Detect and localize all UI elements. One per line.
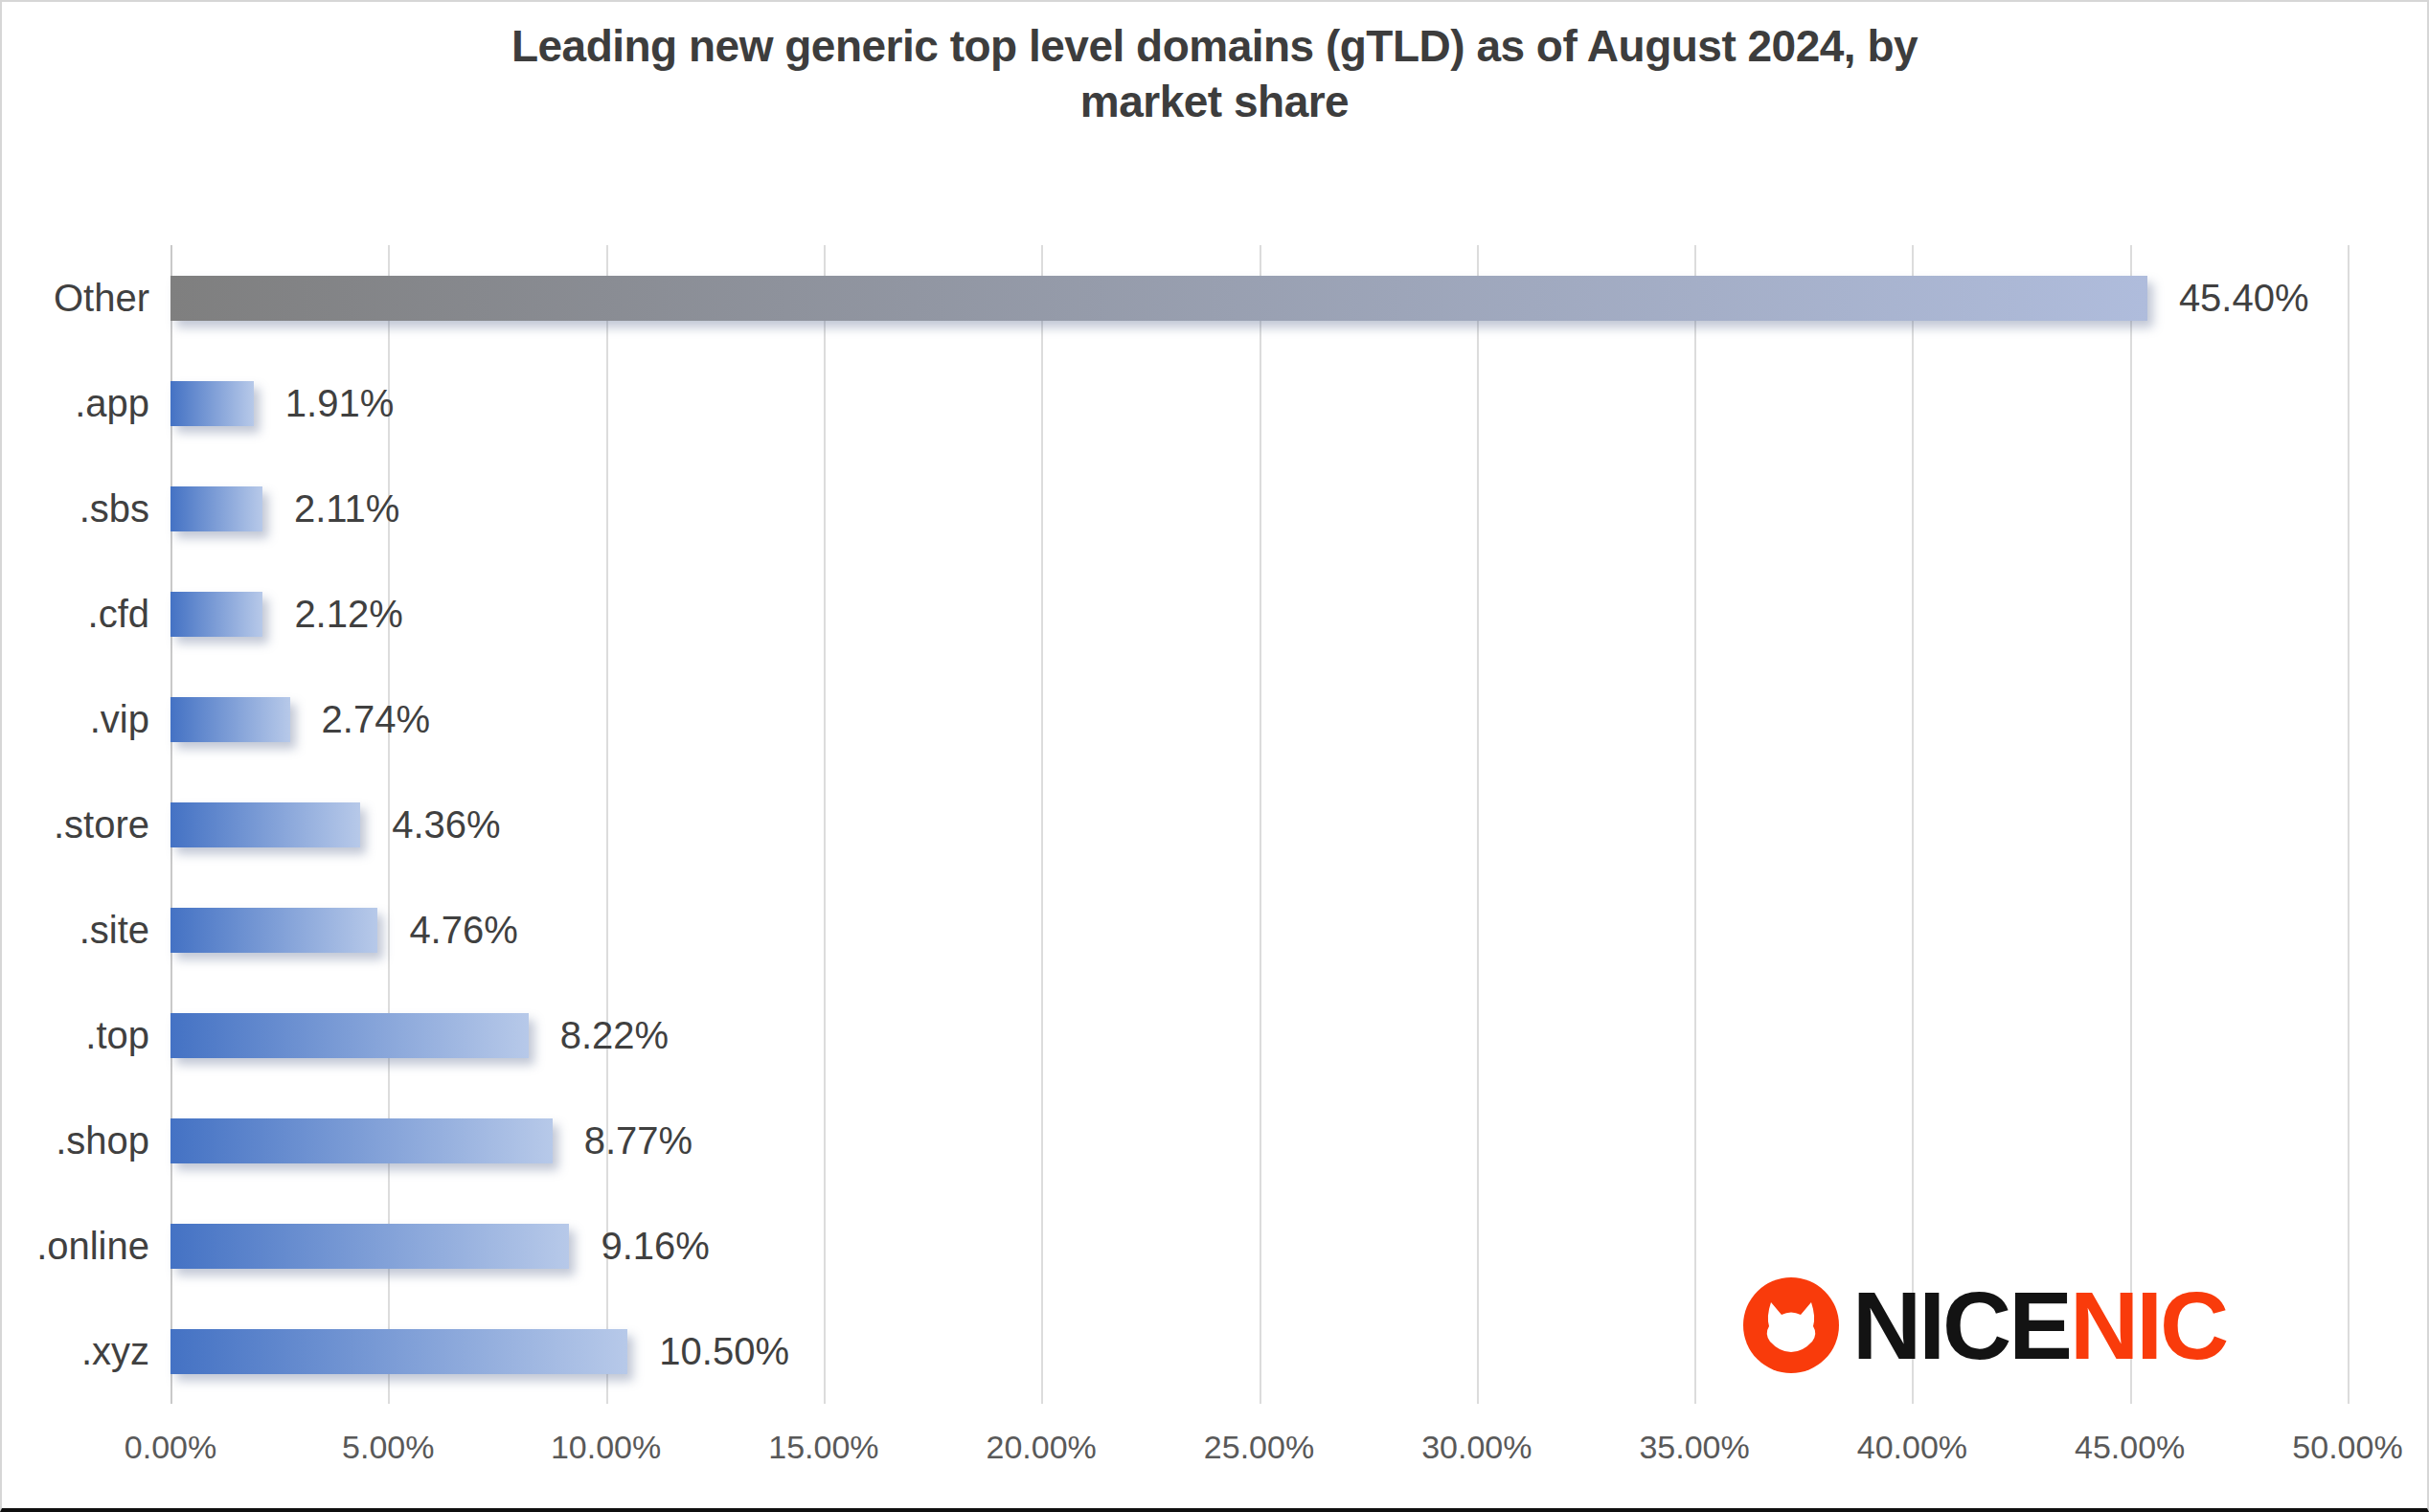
- bar-store: [170, 802, 360, 847]
- x-tick-label: 5.00%: [342, 1429, 434, 1466]
- value-label: 4.76%: [409, 909, 517, 952]
- x-tick-label: 45.00%: [2075, 1429, 2185, 1466]
- bar-vip: [170, 697, 290, 742]
- chart-title: Leading new generic top level domains (g…: [2, 19, 2427, 130]
- value-label: 9.16%: [601, 1225, 709, 1268]
- category-label: .vip: [90, 698, 149, 741]
- bar-row-top: .top8.22%: [170, 982, 2348, 1088]
- category-label: .cfd: [88, 593, 149, 636]
- chart-title-line-2: market share: [2, 75, 2427, 130]
- category-label: Other: [54, 277, 149, 320]
- x-tick-label: 20.00%: [987, 1429, 1097, 1466]
- bar-row-store: .store4.36%: [170, 772, 2348, 877]
- bar-row-app: .app1.91%: [170, 350, 2348, 456]
- x-tick-label: 30.00%: [1421, 1429, 1532, 1466]
- category-label: .online: [36, 1225, 149, 1268]
- bar-row-cfd: .cfd2.12%: [170, 561, 2348, 666]
- bar-row-shop: .shop8.77%: [170, 1088, 2348, 1193]
- value-label: 2.12%: [294, 593, 402, 636]
- logo-text-black: NICE: [1852, 1272, 2070, 1379]
- nicenic-logo: NICENIC: [1743, 1277, 2226, 1373]
- bar-online: [170, 1224, 569, 1269]
- bar-sbs: [170, 486, 262, 531]
- x-tick-label: 40.00%: [1857, 1429, 1967, 1466]
- category-label: .shop: [56, 1119, 149, 1162]
- value-label: 2.11%: [294, 487, 399, 530]
- bar-shop: [170, 1118, 553, 1163]
- value-label: 2.74%: [322, 698, 430, 741]
- value-label: 4.36%: [392, 803, 500, 846]
- category-label: .top: [85, 1014, 149, 1057]
- value-label: 45.40%: [2179, 277, 2309, 320]
- category-label: .site: [79, 909, 149, 952]
- category-label: .xyz: [81, 1330, 149, 1373]
- x-tick-label: 10.00%: [551, 1429, 661, 1466]
- gridline: [2348, 245, 2350, 1404]
- logo-text-accent: NIC: [2070, 1272, 2226, 1379]
- value-label: 8.22%: [560, 1014, 669, 1057]
- category-label: .sbs: [79, 487, 149, 530]
- plot-area: Other45.40%.app1.91%.sbs2.11%.cfd2.12%.v…: [170, 245, 2348, 1404]
- bar-site: [170, 908, 377, 953]
- category-label: .app: [75, 382, 149, 425]
- x-tick-label: 25.00%: [1204, 1429, 1314, 1466]
- logo-text: NICENIC: [1852, 1277, 2226, 1373]
- bar-row-site: .site4.76%: [170, 877, 2348, 982]
- chart-title-line-1: Leading new generic top level domains (g…: [2, 19, 2427, 75]
- x-axis: 0.00%5.00%10.00%15.00%20.00%25.00%30.00%…: [170, 1429, 2348, 1477]
- chart-frame: Leading new generic top level domains (g…: [0, 0, 2429, 1512]
- bar-row-vip: .vip2.74%: [170, 666, 2348, 772]
- bar-other: [170, 276, 2147, 321]
- x-tick-label: 15.00%: [768, 1429, 878, 1466]
- bar-app: [170, 381, 254, 426]
- bar-row-sbs: .sbs2.11%: [170, 456, 2348, 561]
- bar-top: [170, 1013, 529, 1058]
- bar-cfd: [170, 592, 262, 637]
- bar-rows: Other45.40%.app1.91%.sbs2.11%.cfd2.12%.v…: [170, 245, 2348, 1404]
- value-label: 8.77%: [584, 1119, 692, 1162]
- x-tick-label: 0.00%: [125, 1429, 216, 1466]
- bar-row-other: Other45.40%: [170, 245, 2348, 350]
- x-tick-label: 35.00%: [1639, 1429, 1749, 1466]
- bar-xyz: [170, 1329, 627, 1374]
- category-label: .store: [54, 803, 149, 846]
- value-label: 10.50%: [659, 1330, 789, 1373]
- cat-icon: [1743, 1277, 1839, 1373]
- value-label: 1.91%: [285, 382, 394, 425]
- x-tick-label: 50.00%: [2292, 1429, 2402, 1466]
